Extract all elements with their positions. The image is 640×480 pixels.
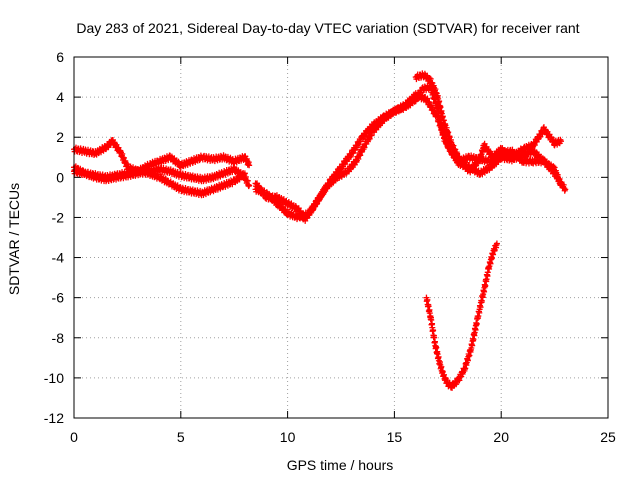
y-tick-label: -2 <box>52 209 65 225</box>
y-tick-label: -10 <box>44 370 64 386</box>
y-tick-label: 2 <box>56 129 64 145</box>
x-tick-label: 25 <box>600 429 616 445</box>
data-points <box>71 70 569 391</box>
x-tick-label: 0 <box>70 429 78 445</box>
y-tick-label: -12 <box>44 410 64 426</box>
x-tick-label: 10 <box>280 429 296 445</box>
x-tick-label: 20 <box>493 429 509 445</box>
x-axis-label: GPS time / hours <box>287 457 394 473</box>
data-point <box>558 182 565 189</box>
y-tick-label: 6 <box>56 49 64 65</box>
axis-ticks: 0 5 10 15 20 25 -12 -10 -8 -6 -4 -2 0 2 4 6 <box>44 49 616 445</box>
series-trace-g <box>423 240 500 391</box>
x-tick-label: 15 <box>387 429 403 445</box>
y-tick-label: 4 <box>56 89 64 105</box>
y-tick-label: -6 <box>52 290 65 306</box>
data-point <box>241 170 248 177</box>
y-tick-label: 0 <box>56 169 64 185</box>
x-tick-label: 5 <box>177 429 185 445</box>
series-trace-f <box>412 70 565 176</box>
data-point <box>246 182 253 189</box>
y-tick-label: -4 <box>52 250 65 266</box>
grid-lines <box>74 57 608 418</box>
data-point <box>558 138 565 145</box>
y-axis-label: SDTVAR / TECUs <box>6 183 22 295</box>
series-trace-c <box>71 166 248 199</box>
data-point <box>562 186 569 193</box>
chart-title: Day 283 of 2021, Sidereal Day-to-day VTE… <box>76 20 579 36</box>
y-tick-label: -8 <box>52 330 65 346</box>
data-point <box>246 162 253 169</box>
data-point <box>493 240 500 247</box>
plot-frame <box>73 56 609 419</box>
